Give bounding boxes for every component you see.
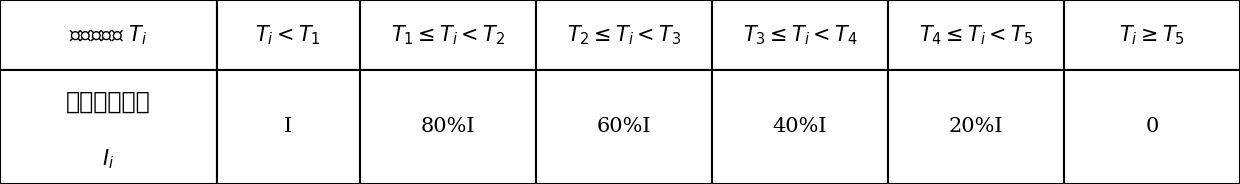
Text: 20%I: 20%I	[949, 117, 1003, 137]
Bar	[217, 0, 360, 70]
Text: 实时温度值 $T_i$: 实时温度值 $T_i$	[69, 23, 148, 47]
Bar	[888, 70, 1064, 184]
Text: $T_2\leq T_i<T_3$: $T_2\leq T_i<T_3$	[567, 23, 681, 47]
Text: 0: 0	[1146, 117, 1158, 137]
Text: 当前充电电流: 当前充电电流	[66, 90, 151, 114]
Text: I: I	[284, 117, 293, 137]
Text: $I_i$: $I_i$	[103, 147, 114, 171]
Text: $T_4\leq T_i<T_5$: $T_4\leq T_i<T_5$	[919, 23, 1033, 47]
Bar	[0, 70, 217, 184]
Bar	[536, 0, 712, 70]
Text: $T_i\geq T_5$: $T_i\geq T_5$	[1118, 23, 1185, 47]
Text: 40%I: 40%I	[773, 117, 827, 137]
Bar	[1064, 70, 1240, 184]
Bar	[1064, 0, 1240, 70]
Text: 60%I: 60%I	[596, 117, 651, 137]
Bar	[712, 0, 888, 70]
Text: $T_i<T_1$: $T_i<T_1$	[255, 23, 321, 47]
Text: 80%I: 80%I	[420, 117, 475, 137]
Bar	[536, 70, 712, 184]
Text: $T_1\leq T_i<T_2$: $T_1\leq T_i<T_2$	[391, 23, 505, 47]
Bar	[217, 70, 360, 184]
Bar	[712, 70, 888, 184]
Bar	[888, 0, 1064, 70]
Bar	[360, 0, 536, 70]
Bar	[360, 70, 536, 184]
Bar	[0, 0, 217, 70]
Text: $T_3\leq T_i<T_4$: $T_3\leq T_i<T_4$	[743, 23, 857, 47]
